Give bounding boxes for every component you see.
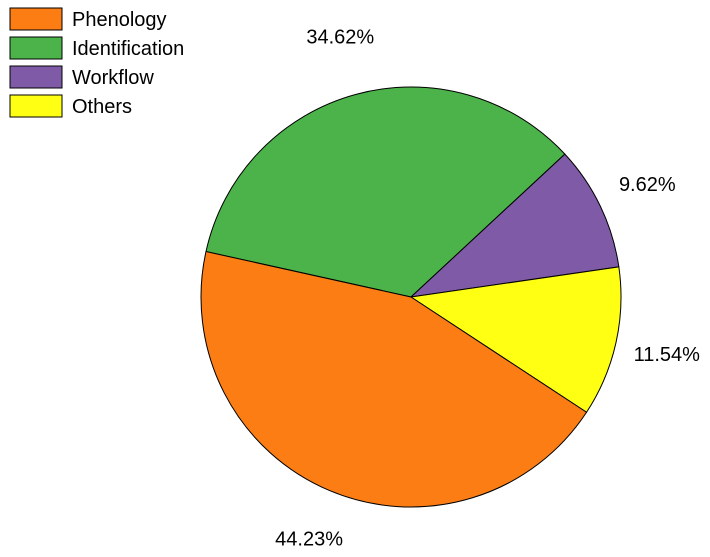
legend-label-identification: Identification: [72, 38, 184, 60]
legend-label-phenology: Phenology: [72, 9, 167, 31]
legend: Phenology Identification Workflow Others: [9, 7, 184, 118]
slice-label-others: 11.54%: [634, 344, 701, 366]
legend-label-workflow: Workflow: [72, 67, 154, 89]
pie-slice-phenology: [200, 250, 588, 508]
legend-label-others: Others: [72, 96, 132, 118]
legend-item-phenology: Phenology: [9, 7, 167, 31]
pie-slices: [200, 86, 622, 508]
pie-slice-others: [409, 266, 622, 413]
pie-slice-identification: [205, 86, 566, 298]
pie-slice-workflow: [409, 153, 620, 298]
slice-label-phenology: 44.23%: [275, 528, 343, 550]
legend-swatch-workflow: [9, 65, 63, 89]
legend-item-others: Others: [9, 94, 132, 118]
slice-label-identification: 34.62%: [306, 26, 374, 48]
legend-item-workflow: Workflow: [9, 65, 154, 89]
legend-swatch-identification: [9, 36, 63, 60]
slice-label-workflow: 9.62%: [619, 174, 676, 196]
slice-labels: 34.62% 9.62% 11.54% 44.23%: [275, 26, 700, 550]
legend-swatch-phenology: [9, 7, 63, 31]
legend-item-identification: Identification: [9, 36, 184, 60]
legend-swatch-others: [9, 94, 63, 118]
